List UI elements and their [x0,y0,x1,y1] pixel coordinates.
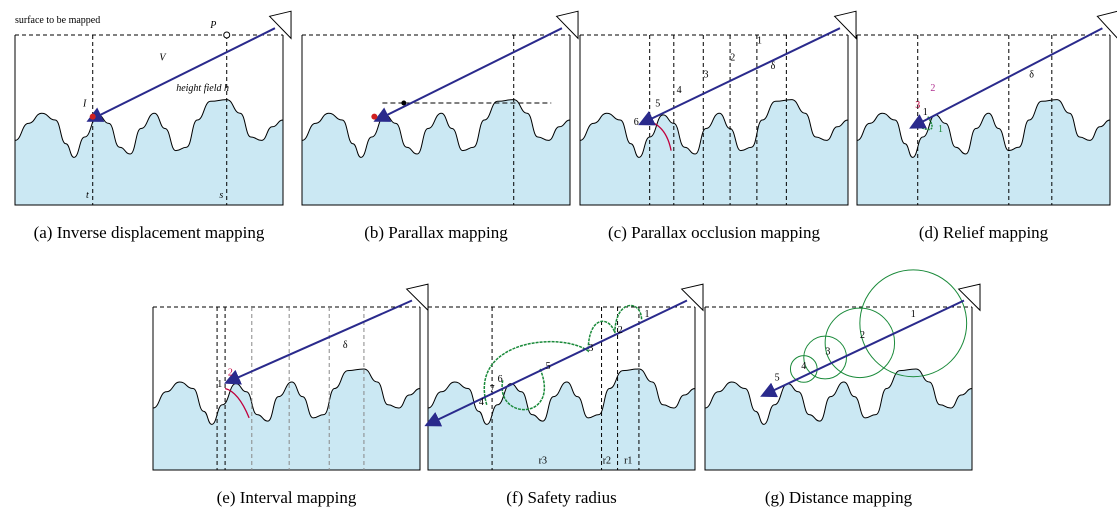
eye [680,283,704,312]
view-ray [224,299,413,385]
panel: 32 11 δ (d) Relief mapping [856,10,1117,242]
label: 6 [498,374,503,385]
distance-sphere [824,307,896,379]
label: P [209,20,216,31]
caption: (a) Inverse displacement mapping [34,223,265,242]
label: 5 [546,361,551,372]
label: 4 [479,397,484,408]
caption: (g) Distance mapping [765,488,913,507]
caption: (f) Safety radius [506,488,616,507]
eye [833,10,857,40]
height-field [152,368,421,471]
label: r3 [539,455,547,466]
label: I [82,98,87,109]
view-ray [909,27,1103,129]
label: r2 [603,455,611,466]
panel: (b) Parallax mapping [301,10,579,242]
view-ray [373,27,563,122]
hit [371,113,378,120]
label: 3 [915,100,920,111]
height-field [301,99,571,206]
label: 1 [923,107,928,118]
point-p [223,31,231,39]
label: 2 [860,330,865,341]
panel: 1 2 3 4 5 (g) Distance mapping [704,269,981,507]
caption: (c) Parallax occlusion mapping [608,223,820,242]
label: 2 [930,83,935,94]
height-field [579,99,849,206]
label: 1 [911,309,916,320]
label: 6 [634,117,639,128]
label: 3 [825,346,830,357]
label: 5 [655,98,660,109]
label: surface to be mapped [15,15,100,26]
distance-sphere [803,335,848,380]
caption: (e) Interval mapping [217,488,357,507]
eye [555,10,579,40]
height-field [704,368,973,471]
radius-steps [501,368,546,411]
eye [268,10,292,40]
label: 1 [217,379,222,390]
label: t [86,190,89,201]
eye [405,283,429,312]
label: 5 [775,372,780,383]
eye [957,283,981,312]
label: 4 [801,361,806,372]
label: s [219,190,223,201]
label: 2 [730,53,735,64]
label: 2 [618,325,623,336]
search [914,116,933,131]
label: V [159,53,167,64]
view-ray [760,299,965,398]
label: 1 [644,309,649,320]
label: r1 [624,455,632,466]
eye [1096,10,1117,39]
hit [89,113,96,120]
label: δ [771,61,776,72]
radius-steps [483,304,643,406]
view-ray [638,27,841,126]
view-ray [86,27,276,122]
secant [224,387,250,419]
label: 7 [490,384,495,395]
caption: (d) Relief mapping [919,223,1049,242]
label: δ [343,340,348,351]
point [401,100,407,106]
distance-sphere [859,269,968,378]
caption: (b) Parallax mapping [364,223,508,242]
height-field [14,99,284,206]
label: δ [1029,70,1034,81]
label: 1 [938,124,943,135]
label: 4 [677,85,682,96]
view-ray [424,299,688,427]
label: 2 [228,367,233,378]
height-field [427,368,696,471]
label: 3 [588,343,593,354]
panel: 1 2 3 4 5 6 δ (c) Parallax occlusion mapping [579,10,857,242]
label: 3 [703,70,708,81]
height-field [856,99,1111,206]
panel: 21 δ (e) Interval mapping [152,283,429,507]
label: height field h [176,83,229,94]
panel: 1 2 3 4 5 67 r3 r2 r1 (f) Safety radius [424,283,704,507]
label: 1 [757,36,762,47]
